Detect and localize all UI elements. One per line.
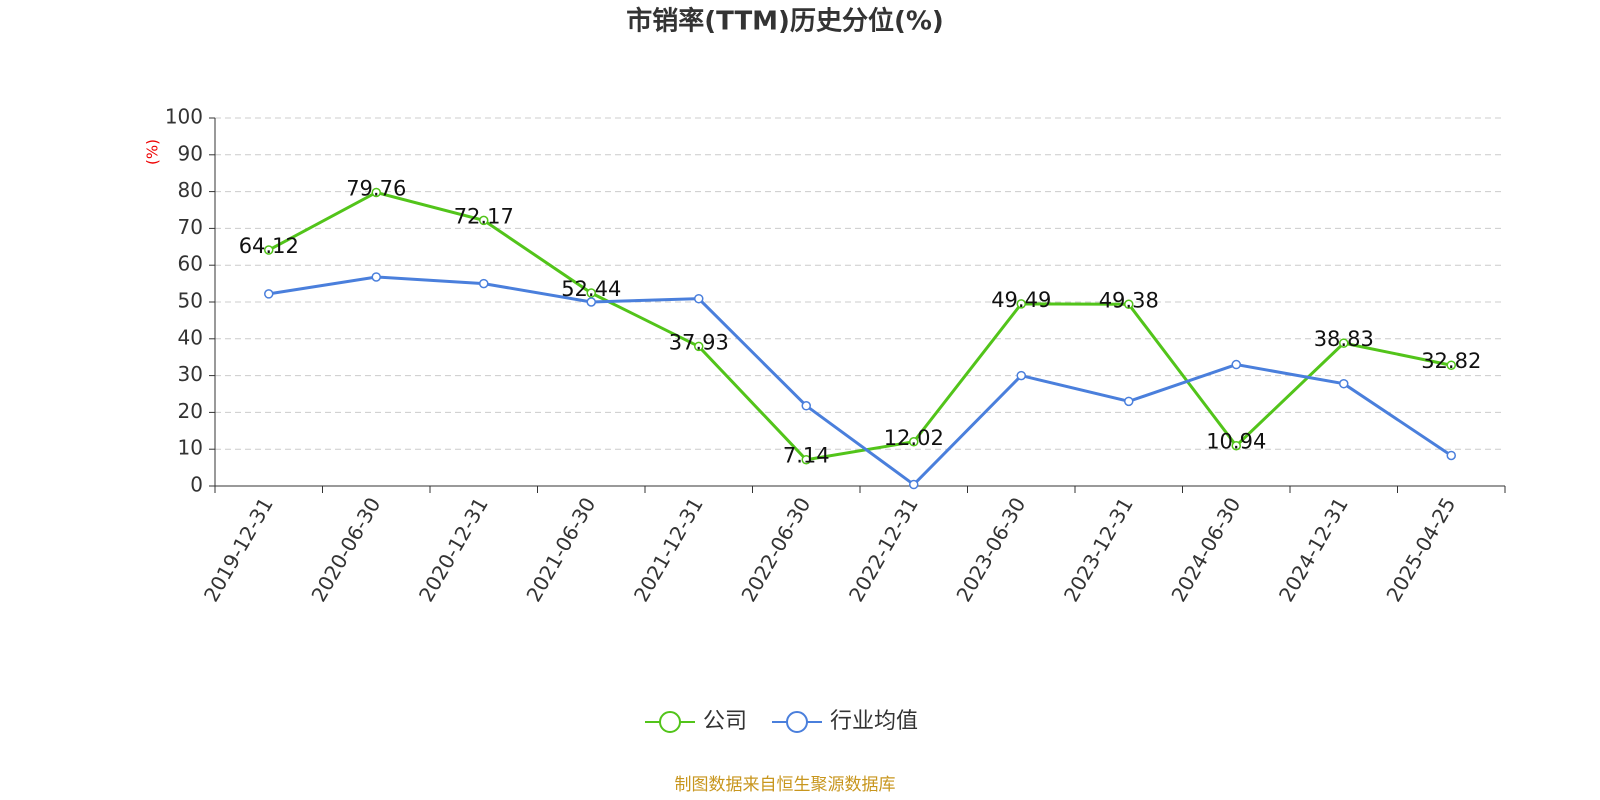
chart-title: 市销率(TTM)历史分位(%) [626,6,944,37]
x-tick-label: 2022-12-31 [844,493,923,606]
x-tick-label: 2019-12-31 [199,493,278,606]
y-tick-label: 0 [190,473,203,497]
x-tick-label: 2023-12-31 [1059,493,1138,606]
x-tick-label: 2024-06-30 [1166,493,1245,606]
data-point [1124,299,1134,310]
data-point [1446,450,1456,461]
data-label: 49.38 [1099,288,1159,312]
x-tick-label: 2023-06-30 [951,493,1030,606]
data-label: 38.83 [1314,327,1374,351]
data-point [264,289,274,299]
data-point [909,479,919,490]
data-label: 49.49 [991,288,1051,312]
data-label: 12.02 [884,426,944,450]
data-point [371,187,381,198]
data-point [1339,378,1349,389]
y-tick-label: 90 [178,141,203,165]
x-tick-label: 2021-06-30 [521,493,600,606]
x-tick-label: 2025-04-25 [1381,493,1460,606]
series-line [268,190,1452,462]
legend-marker [659,711,681,733]
data-point [1231,440,1241,451]
data-point [479,215,489,226]
data-point [264,245,274,255]
data-label: 7.14 [783,444,830,468]
x-tick-label: 2022-06-30 [736,493,815,606]
data-point [586,288,596,298]
data-label: 32.82 [1421,349,1481,373]
data-point [1124,396,1134,407]
legend-label: 行业均值 [830,709,918,734]
data-point [801,454,811,465]
data-point [371,272,381,282]
x-tick-label: 2024-12-31 [1274,493,1353,606]
data-label: 52.44 [561,277,621,301]
y-tick-label: 70 [178,215,203,239]
y-axis-label: (%) [144,139,162,165]
x-tick-label: 2020-06-30 [306,493,385,606]
x-tick-label: 2021-12-31 [629,493,708,606]
y-tick-label: 60 [178,252,203,276]
data-point [1231,359,1241,370]
y-tick-label: 50 [178,289,203,313]
data-label: 79.76 [346,176,406,200]
series-line [268,275,1453,487]
y-tick-label: 20 [178,399,203,423]
data-point [479,278,489,289]
y-tick-label: 30 [178,362,203,386]
data-point [1446,360,1456,370]
source-note: 制图数据来自恒生聚源数据库 [675,775,896,795]
data-label: 64.12 [239,234,299,258]
data-point [586,297,596,307]
data-point [1016,370,1026,381]
data-point [694,293,704,304]
legend-label: 公司 [703,709,747,734]
y-tick-label: 80 [178,178,203,202]
y-tick-label: 10 [178,436,203,460]
data-point [1016,299,1026,309]
data-label: 10.94 [1206,430,1266,454]
x-tick-label: 2020-12-31 [414,493,493,606]
data-label: 37.93 [669,330,729,354]
data-label: 72.17 [454,204,514,228]
data-point [909,437,919,447]
data-point [1339,338,1349,348]
y-tick-label: 100 [165,105,203,129]
data-point [801,401,811,411]
legend-marker [786,711,808,733]
data-point [694,341,704,352]
y-tick-label: 40 [178,325,203,349]
